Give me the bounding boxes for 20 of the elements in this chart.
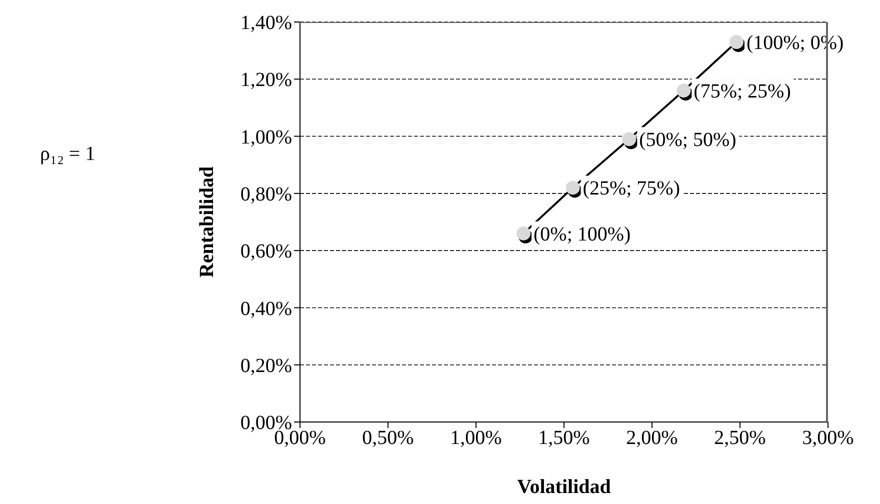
y-tick-label: 0,80%: [240, 184, 292, 206]
annotation: (0%; 100%): [534, 223, 631, 246]
y-tick-label: 1,00%: [240, 126, 292, 148]
y-tick-label: 1,20%: [240, 69, 292, 92]
y-tick-label: 0,60%: [240, 240, 292, 263]
y-tick-label: 0,40%: [240, 298, 292, 320]
x-tick-label: 2,00%: [626, 427, 678, 450]
x-tick-label: 2,50%: [714, 427, 766, 450]
annotation: (25%; 75%): [582, 178, 680, 200]
text: ρ₁₂ = 1: [40, 143, 96, 166]
annotation: (50%; 50%): [639, 129, 736, 152]
y-tick-label: 1,40%: [240, 12, 292, 34]
x-tick-label: 3,00%: [802, 427, 854, 450]
y-tick-label: 0,20%: [240, 354, 292, 377]
x-tick-label: 1,50%: [538, 427, 590, 450]
x-tick-label: 1,00%: [450, 427, 502, 450]
x-tick-label: 0,50%: [362, 427, 414, 450]
annotation: (75%; 25%): [694, 80, 791, 103]
y-axis-title: Rentabilidad: [196, 166, 218, 278]
x-axis-title: Volatilidad: [517, 476, 611, 498]
